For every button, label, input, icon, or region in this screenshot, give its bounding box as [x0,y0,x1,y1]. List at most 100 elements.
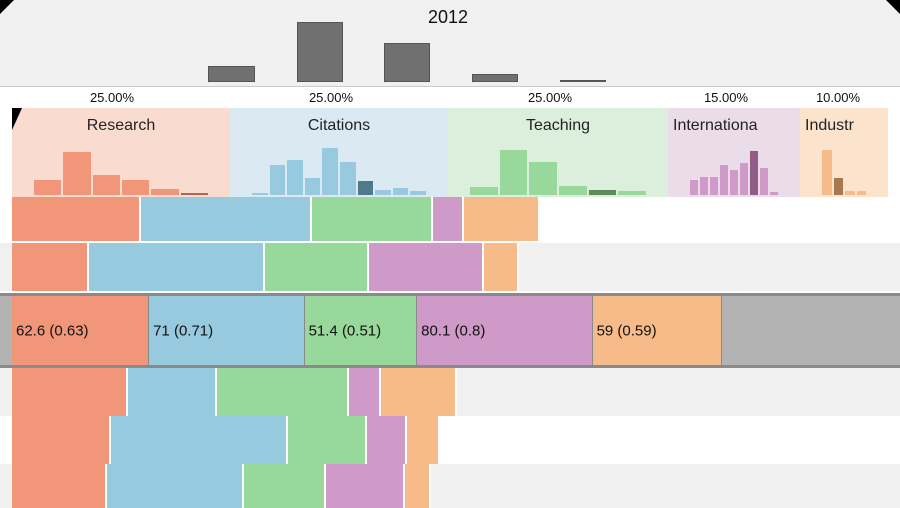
score-bar-international[interactable] [367,416,407,464]
histogram-bar-citations [340,162,356,195]
histogram-bar-international [720,165,728,195]
score-bar-industry[interactable] [381,368,457,416]
histogram-bar-teaching [529,162,557,195]
score-bar-teaching[interactable]: 51.4 (0.51) [304,296,418,365]
score-bar-research[interactable] [12,416,112,464]
histogram-bar-research [63,152,91,195]
corner-marker-left [0,0,14,14]
year-hist-bar[interactable] [297,22,343,82]
score-bar-international[interactable] [349,368,382,416]
histogram-bar-citations [375,190,391,195]
histogram-bar-international [690,180,698,195]
histogram-bar-industry [833,178,843,195]
histogram-bar-citations [322,148,338,195]
column-header-industry[interactable]: Industr [800,108,888,197]
column-header-research[interactable]: Research [12,108,230,197]
year-header [0,0,900,87]
year-hist-bar[interactable] [384,43,430,82]
score-bar-citations[interactable] [128,368,217,416]
column-title-research[interactable]: Research [86,117,156,134]
score-bar-international[interactable] [325,464,406,508]
histogram-bar-citations [304,178,321,195]
histogram-bar-teaching [470,187,498,195]
score-bar-international[interactable] [433,197,464,241]
score-value-research: 62.6 (0.63) [16,322,89,339]
histogram-bar-citations [410,191,426,195]
weight-label-teaching: 25.00% [527,90,573,105]
histogram-bar-research [92,175,120,195]
score-bar-citations[interactable]: 71 (0.71) [149,296,305,365]
histogram-bar-teaching [559,186,587,195]
score-bar-industry[interactable] [405,464,432,508]
column-title-citations[interactable]: Citations [307,117,371,134]
table-row[interactable] [0,243,900,291]
histogram-bar-citations [392,188,409,195]
score-bar-research[interactable] [12,243,89,291]
histogram-bar-research [34,180,62,195]
column-header-citations[interactable]: Citations [230,108,448,197]
table-row[interactable] [0,464,900,508]
column-title-teaching[interactable]: Teaching [525,117,591,134]
histogram-bar-international [760,168,768,195]
score-bar-teaching[interactable] [243,464,326,508]
score-bar-international[interactable]: 80.1 (0.8) [417,296,593,365]
score-bar-research[interactable] [12,197,141,241]
histogram-bar-research [151,189,179,195]
score-bar-international[interactable] [368,243,484,291]
histogram-bar-international [750,151,758,195]
column-title-international[interactable]: Internationa [673,117,758,134]
histogram-bar-international [700,177,708,195]
score-bar-industry[interactable] [463,197,540,241]
score-bar-research[interactable]: 62.6 (0.63) [12,296,150,365]
column-header-international[interactable]: Internationa [668,108,800,197]
histogram-bar-citations [287,160,303,195]
histogram-bar-teaching [499,150,528,195]
weight-label-industry: 10.00% [815,90,861,105]
histogram-bar-industry [845,191,855,195]
score-bar-teaching[interactable] [287,416,368,464]
histogram-bar-citations [269,165,286,195]
table-row[interactable] [0,368,900,416]
histogram-bar-teaching [618,191,646,195]
score-value-teaching: 51.4 (0.51) [308,322,382,339]
year-hist-bar[interactable] [208,66,255,82]
column-header-teaching[interactable]: Teaching [448,108,668,197]
histogram-bar-international [770,192,778,195]
year-label[interactable]: 2012 [427,7,469,27]
score-bar-citations[interactable] [88,243,266,291]
score-bar-citations[interactable] [111,416,288,464]
score-bar-research[interactable] [12,368,129,416]
column-title-industry[interactable]: Industr [805,117,854,134]
score-bar-industry[interactable]: 59 (0.59) [592,296,722,365]
histogram-bar-citations [252,193,268,195]
score-bar-teaching[interactable] [216,368,350,416]
corner-marker-right [886,0,900,14]
histogram-bar-research [180,193,208,195]
score-bar-teaching[interactable] [265,243,369,291]
score-value-citations: 71 (0.71) [153,322,214,339]
histogram-bar-international [730,170,738,195]
score-bar-industry[interactable] [406,416,441,464]
histogram-bar-international [710,177,718,195]
year-hist-bar[interactable] [472,74,518,82]
score-bar-citations[interactable] [107,464,244,508]
score-bar-teaching[interactable] [312,197,434,241]
score-bar-research[interactable] [12,464,108,508]
score-bar-citations[interactable] [140,197,313,241]
table-row[interactable] [0,416,900,464]
histogram-bar-teaching [588,190,617,195]
selected-table-row[interactable]: 62.6 (0.63) 71 (0.71) 51.4 (0.51) 80.1 (0.8… [0,293,900,368]
histogram-bar-research [122,180,150,195]
score-value-international: 80.1 (0.8) [421,322,486,339]
score-value-industry: 59 (0.59) [596,322,657,339]
histogram-bar-citations [357,181,374,195]
histogram-bar-industry [856,191,866,195]
histogram-bar-international [740,163,748,195]
weight-label-research: 25.00% [89,90,135,105]
weight-label-international: 15.00% [703,90,749,105]
table-row[interactable] [0,197,900,241]
year-hist-bar[interactable] [560,80,606,82]
weight-label-citations: 25.00% [308,90,354,105]
score-bar-industry[interactable] [483,243,519,291]
